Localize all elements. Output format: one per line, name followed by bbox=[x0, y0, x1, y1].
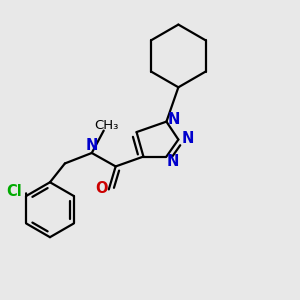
Text: N: N bbox=[85, 138, 98, 153]
Text: Cl: Cl bbox=[6, 184, 22, 199]
Text: CH₃: CH₃ bbox=[94, 119, 119, 132]
Text: N: N bbox=[181, 131, 194, 146]
Text: N: N bbox=[166, 154, 178, 169]
Text: O: O bbox=[95, 181, 108, 196]
Text: N: N bbox=[168, 112, 180, 127]
